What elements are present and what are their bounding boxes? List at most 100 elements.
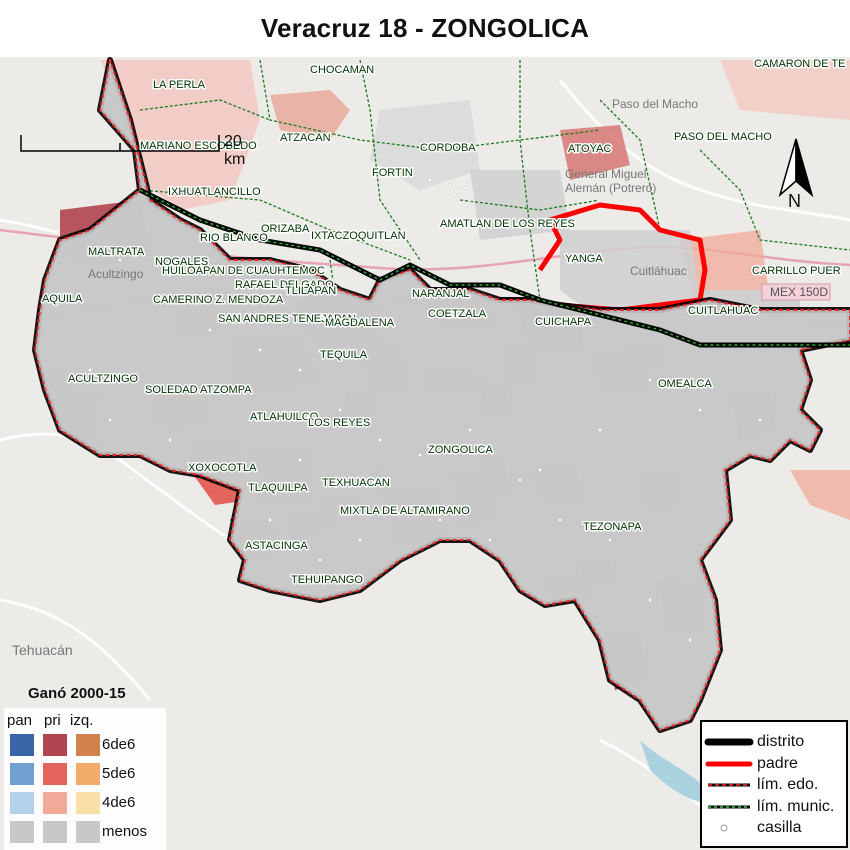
legend-item-label: distrito: [757, 733, 805, 750]
legend-swatch: [43, 821, 67, 843]
legend-item-label: casilla: [757, 819, 802, 836]
municipality-label-halo: ATOYAC: [568, 143, 611, 155]
legend-swatch: [10, 792, 34, 814]
municipality-label: XOXOCOTLA: [188, 462, 257, 474]
scale-label: 20 km: [224, 133, 246, 168]
legend-symbol: [708, 783, 750, 787]
municipality-label: ZONGOLICA: [428, 444, 493, 456]
municipality-label: RIO BLANCO: [200, 232, 268, 244]
municipality-label: MIXTLA DE ALTAMIRANO: [340, 505, 470, 517]
municipality-label: FORTIN: [372, 167, 413, 179]
legend-title: Ganó 2000-15: [28, 685, 126, 702]
legend-symbol: [705, 761, 753, 766]
legend-item-casilla: casilla: [702, 818, 850, 839]
municipality-label-halo: TLILAPAN: [285, 285, 336, 297]
municipality-label-halo: ATZACAN: [280, 132, 331, 144]
municipality-label-halo: OMEALCA: [658, 378, 712, 390]
municipality-label: TLILAPAN: [285, 285, 336, 297]
legend-row-label: 4de6: [102, 794, 136, 811]
legend-item-padre: padre: [702, 754, 850, 775]
neighbor-area: [560, 230, 700, 320]
neighbor-area: [370, 100, 480, 190]
map-svg: Paso del Macho General Miguel Alemán (Po…: [0, 57, 850, 822]
legend-col-pri: pri: [44, 712, 61, 729]
north-arrow: N: [760, 135, 832, 215]
municipality-label-halo: ATLAHUILCO: [250, 411, 319, 423]
legend-row-label: menos: [102, 823, 148, 840]
municipality-label: ATOYAC: [568, 143, 611, 155]
municipality-label: CUICHAPA: [535, 316, 592, 328]
legend-item-label: lím. edo.: [757, 776, 819, 793]
municipality-label-halo: SAN ANDRES TENEJAPAN: [218, 313, 356, 325]
municipality-label-halo: IXHUATLANCILLO: [168, 186, 261, 198]
place-label: Paso del Macho: [612, 97, 698, 111]
neighbor-areas: [100, 60, 850, 520]
municipality-label: LOS REYES: [308, 417, 370, 429]
municipality-label-halo: CORDOBA: [420, 142, 476, 154]
legend-swatch: [76, 792, 100, 814]
municipality-label: COETZALA: [428, 308, 487, 320]
municipality-label-halo: CAMERINO Z. MENDOZA: [153, 294, 284, 306]
municipality-label: ATZACAN: [280, 132, 331, 144]
road: [0, 598, 152, 701]
neighbor-area: [270, 90, 350, 140]
north-arrow-icon: [778, 138, 814, 198]
municipality-label-halo: LA PERLA: [153, 79, 206, 91]
municipality-label-halo: NOGALES: [155, 256, 208, 268]
municipality-label: IXHUATLANCILLO: [168, 186, 261, 198]
legend-swatch: [43, 734, 67, 756]
map-title: Veracruz 18 - ZONGOLICA: [260, 13, 590, 43]
north-label: N: [788, 191, 801, 211]
municipality-label-halo: FORTIN: [372, 167, 413, 179]
title-bar: Veracruz 18 - ZONGOLICA: [0, 0, 850, 57]
municipality-label-halo: ZONGOLICA: [428, 444, 493, 456]
highway-shield: MEX 150D: [761, 283, 831, 301]
neighbor-area: [470, 170, 570, 240]
legend-swatch: [43, 763, 67, 785]
legend-item-edo: lím. edo.: [702, 775, 850, 796]
legend-swatch: [76, 821, 100, 843]
legend-swatch: [76, 763, 100, 785]
municipality-label: TEQUILA: [320, 349, 368, 361]
municipality-label: SOLEDAD ATZOMPA: [145, 384, 252, 396]
winner-legend: Ganó 2000-15 pan pri izq. 6de6 5de6 4de6 me…: [4, 680, 166, 850]
municipality-label-halo: RAFAEL DELGADO: [235, 279, 334, 291]
municipality-label-halo: AMATLAN DE LOS REYES: [440, 218, 575, 230]
casillas: [88, 178, 762, 642]
state-limit: [138, 187, 850, 348]
municipality-label: AQUILA: [42, 293, 83, 305]
road: [558, 79, 850, 222]
municipality-label: CHOCAMAN: [310, 64, 374, 76]
municipality-label: ORIZABA: [261, 223, 310, 235]
municipality-label-halo: CAMARON DE TE: [754, 58, 845, 70]
legend-box: pan pri izq. 6de6 5de6 4de6 menos: [4, 708, 166, 850]
neighbor-area: [790, 470, 850, 520]
municipality-label-halo: TEHUIPANGO: [291, 574, 363, 586]
municipality-label: CORDOBA: [420, 142, 476, 154]
municipality-label-halo: SOLEDAD ATZOMPA: [145, 384, 252, 396]
municipality-label: HUILOAPAN DE CUAUHTEMOC: [162, 265, 325, 277]
place-label: Tehuacán: [12, 642, 73, 658]
municipality-label-halo: XOXOCOTLA: [188, 462, 257, 474]
municipality-label-halo: PASO DEL MACHO: [674, 131, 772, 143]
municipality-label: CAMARON DE TE: [754, 58, 845, 70]
scale-bar: 20 km: [20, 129, 245, 168]
legend-row-label: 6de6: [102, 736, 136, 753]
municipality-label: NARANJAL: [412, 288, 469, 300]
legend-item-distrito: distrito: [702, 732, 850, 753]
legend-col-pan: pan: [7, 712, 33, 729]
legend-swatch: [10, 763, 34, 785]
municipality-label: MALTRATA: [88, 246, 145, 258]
municipality-label: TLAQUILPA: [248, 482, 308, 494]
municipality-label-halo: TEQUILA: [320, 349, 368, 361]
municipality-label: AMATLAN DE LOS REYES: [440, 218, 575, 230]
legend-swatch: [10, 734, 34, 756]
place-label: Alemán (Potrero): [565, 181, 656, 195]
municipality-label: SAN ANDRES TENEJAPAN: [218, 313, 356, 325]
municipality-label-halo: CUICHAPA: [535, 316, 592, 328]
boundary-legend: distrito padre lím. edo. lím. munic. casilla: [700, 720, 848, 848]
municipality-label-halo: MALTRATA: [88, 246, 145, 258]
municipality-label: IXTACZOQUITLAN: [311, 230, 406, 242]
legend-symbol: [720, 824, 728, 832]
municipality-label-halo: HUILOAPAN DE CUAUHTEMOC: [162, 265, 325, 277]
